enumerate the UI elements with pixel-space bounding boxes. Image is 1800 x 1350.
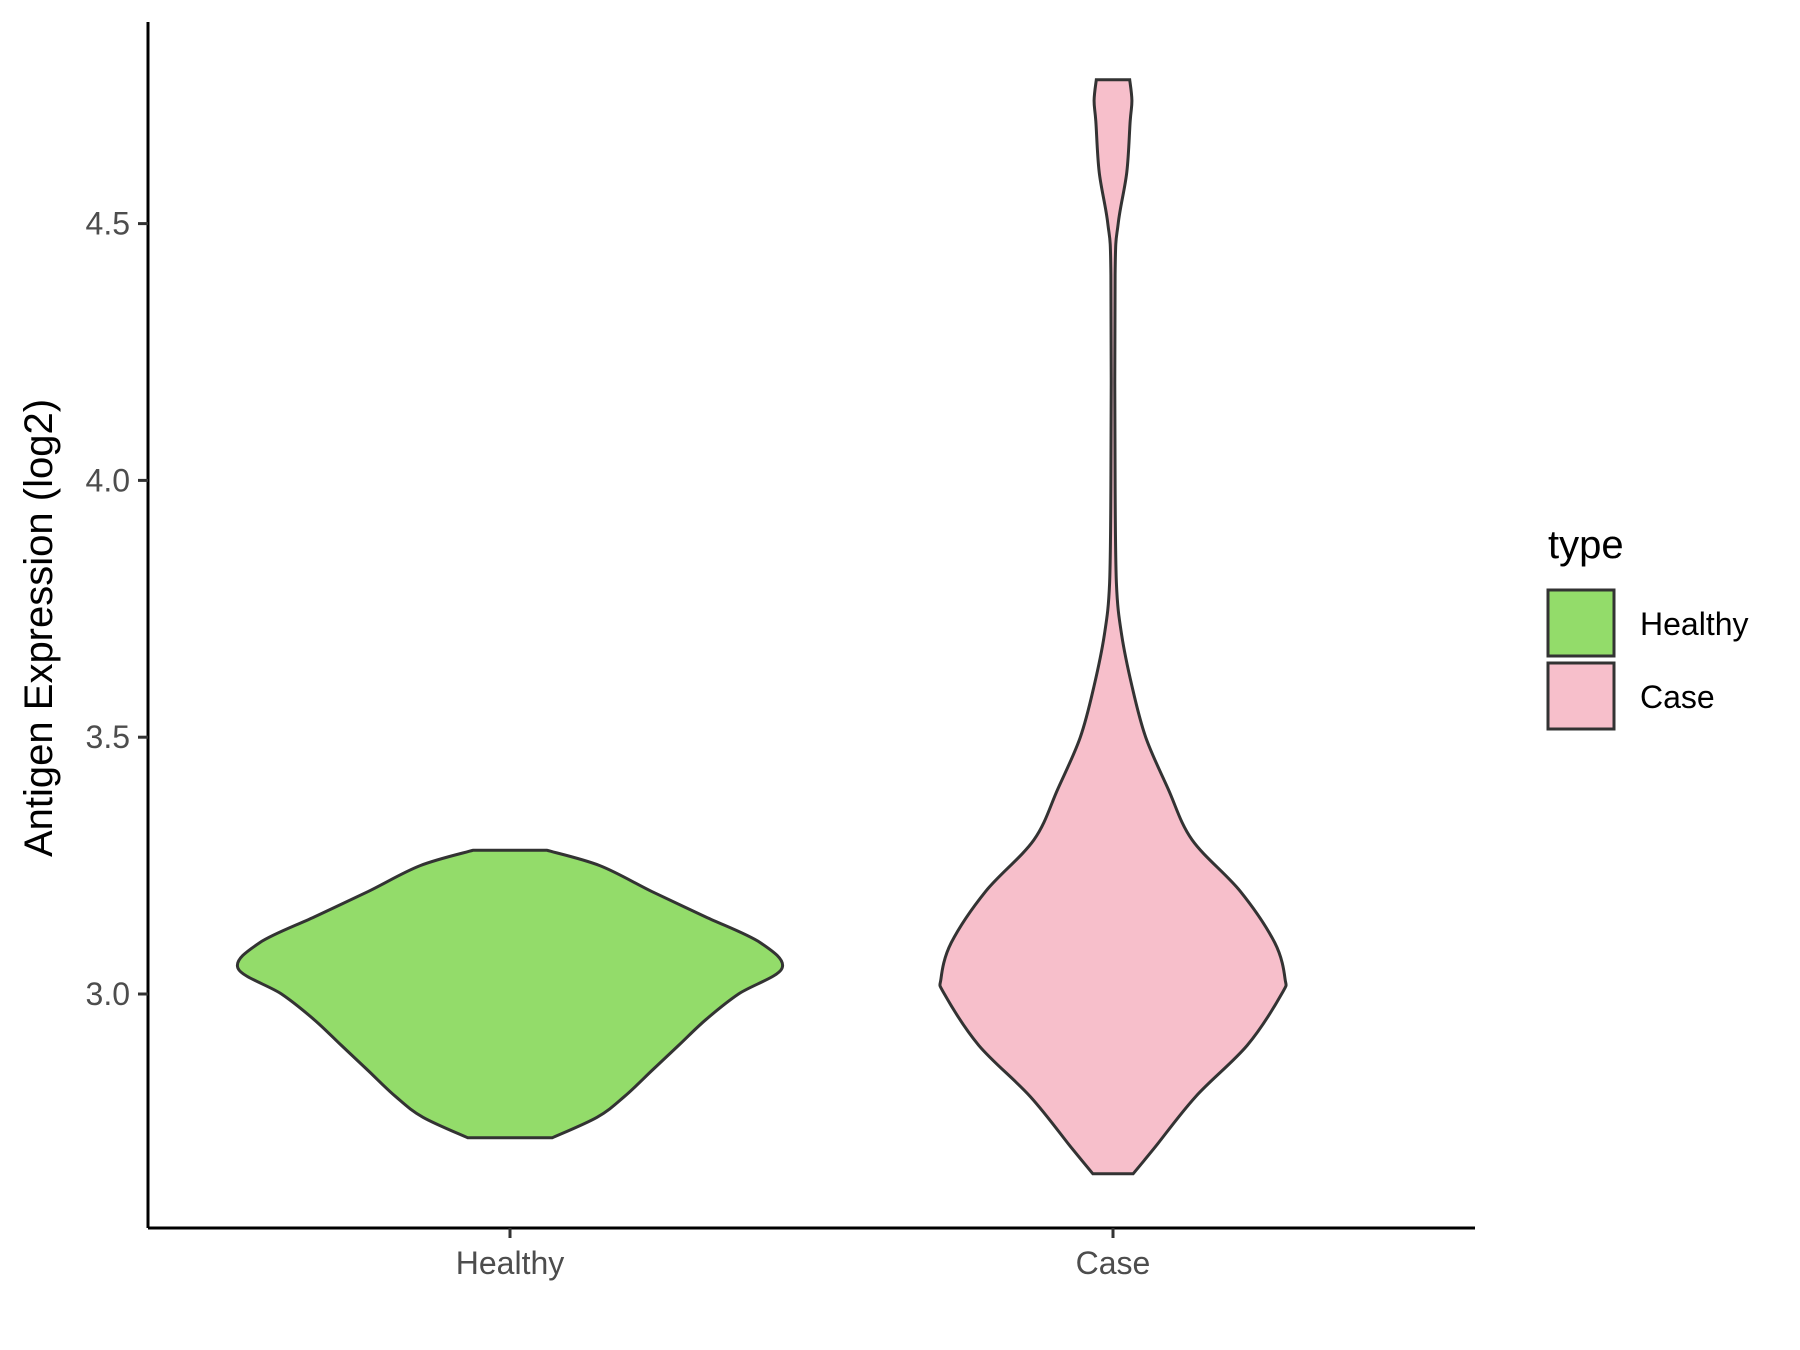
y-tick-label: 4.0 [86, 462, 130, 498]
x-tick-label: Healthy [456, 1245, 565, 1281]
y-tick-label: 3.5 [86, 719, 130, 755]
violin-healthy [235, 848, 785, 1140]
x-axis: Healthy Case [148, 1226, 1475, 1281]
legend-title: type [1548, 523, 1624, 567]
violin-case [938, 78, 1288, 1176]
legend-label-case: Case [1640, 679, 1715, 715]
legend-key-case [1546, 661, 1616, 731]
legend-label-healthy: Healthy [1640, 606, 1749, 642]
y-tick-label: 4.5 [86, 206, 130, 242]
legend: type Healthy Case [1546, 523, 1749, 731]
y-tick-label: 3.0 [86, 976, 130, 1012]
y-axis-title: Antigen Expression (log2) [17, 399, 61, 857]
legend-key-healthy [1546, 588, 1616, 658]
y-axis: 3.0 3.5 4.0 4.5 [86, 22, 150, 1228]
violin-layer [235, 78, 1288, 1176]
x-tick-label: Case [1076, 1245, 1151, 1281]
